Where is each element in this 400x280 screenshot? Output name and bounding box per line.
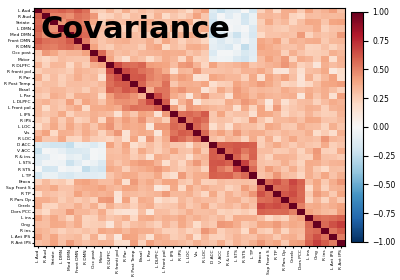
Text: Covariance: Covariance	[40, 15, 230, 44]
